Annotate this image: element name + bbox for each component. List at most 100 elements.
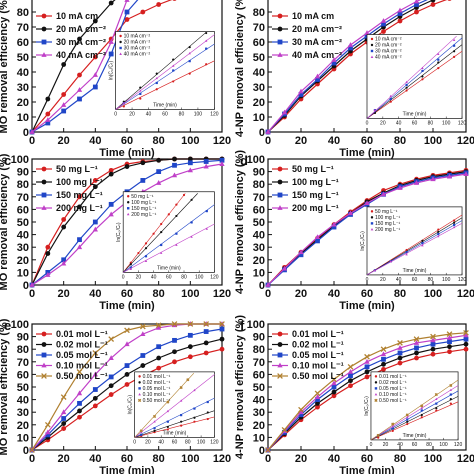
inset-legend-marker xyxy=(370,216,374,219)
inset-point xyxy=(405,251,408,254)
inset-fit-line xyxy=(366,214,463,276)
data-point xyxy=(140,353,146,358)
inset-point xyxy=(180,424,183,427)
inset-x-tick-label: 100 xyxy=(195,274,204,280)
inset-series-1 xyxy=(370,401,459,441)
data-point xyxy=(29,282,35,287)
data-point xyxy=(430,333,436,340)
legend-label: 0.01 mol L⁻¹ xyxy=(292,329,344,339)
data-point xyxy=(92,350,99,356)
y-tick-label: 70 xyxy=(17,357,29,369)
data-point xyxy=(187,344,193,350)
data-point xyxy=(380,191,387,197)
inset-point xyxy=(172,80,175,83)
legend: 10 mA cm 20 mA cm⁻² 30 mA cm⁻² 40 mA cm⁻² xyxy=(36,11,106,60)
legend-marker xyxy=(277,342,283,347)
inset-point xyxy=(435,402,438,405)
inset-fit-line xyxy=(366,35,457,119)
inset-point xyxy=(166,400,170,404)
inset-fit-line xyxy=(370,390,459,441)
legend-marker xyxy=(277,179,283,185)
x-tick-label: 100 xyxy=(181,453,199,465)
data-point xyxy=(203,159,209,164)
inset-legend-label: 200 mg L⁻¹ xyxy=(375,227,400,233)
x-tick-label: 60 xyxy=(361,288,373,300)
data-point xyxy=(298,249,304,255)
inset-legend-label: 0.05 mol L⁻¹ xyxy=(143,386,171,392)
y-tick-label: 70 xyxy=(253,357,265,369)
data-point xyxy=(61,102,67,107)
x-tick-label: 60 xyxy=(121,135,133,147)
y-tick-label: 40 xyxy=(17,230,29,242)
y-tick-label: 80 xyxy=(253,7,265,19)
inset-x-tick-label: 80 xyxy=(426,442,432,448)
x-tick-label: 80 xyxy=(394,288,406,300)
data-point xyxy=(108,39,114,44)
inset-legend-marker xyxy=(127,195,130,198)
data-point xyxy=(156,344,162,350)
inset-point xyxy=(139,97,142,100)
data-point xyxy=(108,336,115,342)
data-point xyxy=(45,432,51,438)
inset-point xyxy=(420,409,423,412)
data-point xyxy=(172,359,177,365)
data-point xyxy=(463,336,469,342)
inset-point xyxy=(172,58,175,61)
inset-legend-label: 150 mg L⁻¹ xyxy=(375,221,400,227)
data-point xyxy=(108,211,114,217)
data-point xyxy=(397,350,403,356)
data-point xyxy=(281,426,288,433)
inset-point xyxy=(437,235,440,238)
inset-x-tick-label: 0 xyxy=(366,277,369,283)
data-point xyxy=(187,321,194,327)
inset-point xyxy=(182,193,186,197)
data-point xyxy=(364,200,370,206)
inset-point xyxy=(206,411,209,414)
data-point xyxy=(124,327,130,334)
y-tick-label: 30 xyxy=(253,82,265,94)
inset-point xyxy=(420,413,423,417)
inset-point xyxy=(122,101,126,105)
inset-series-5 xyxy=(370,379,459,441)
y-tick-label: 30 xyxy=(17,242,29,254)
inset-point xyxy=(437,61,440,64)
inset: 0 20 40 60 80 100 120 Time (min) ln(C₀/Cₜ) 10 mA … xyxy=(109,31,219,118)
inset-legend-marker xyxy=(119,46,122,50)
x-axis-label: Time (min) xyxy=(339,300,395,312)
data-point xyxy=(315,404,320,410)
y-tick-label: 20 xyxy=(17,97,29,109)
inset-x-tick-label: 0 xyxy=(366,121,369,127)
inset-legend-marker xyxy=(119,34,122,38)
legend-label: 0.05 mol L⁻¹ xyxy=(292,350,344,360)
inset-point xyxy=(389,100,392,103)
y-axis-label: 4-NP removal efficiency (%) xyxy=(234,0,246,137)
data-point xyxy=(397,340,403,346)
inset-point xyxy=(180,414,183,417)
legend-marker xyxy=(277,352,283,358)
inset-point xyxy=(188,72,191,75)
y-tick-label: 20 xyxy=(253,255,265,267)
data-point xyxy=(124,17,130,22)
y-tick-label: 70 xyxy=(253,192,265,204)
inset-legend-label: 0.02 mol L⁻¹ xyxy=(143,380,171,386)
inset-fit-line xyxy=(134,397,215,438)
inset-legend-marker xyxy=(370,37,374,41)
x-tick-label: 60 xyxy=(121,453,133,465)
data-point xyxy=(76,369,83,375)
data-point xyxy=(430,351,436,357)
legend-marker xyxy=(277,205,283,210)
y-tick-label: 80 xyxy=(17,179,29,191)
data-point xyxy=(92,226,98,232)
inset-point xyxy=(205,31,208,35)
y-tick-label: 0 xyxy=(23,445,29,457)
data-point xyxy=(315,400,320,406)
inset-point xyxy=(179,386,183,390)
inset-legend-marker xyxy=(127,201,130,204)
inset-point xyxy=(406,418,409,421)
inset-point xyxy=(155,81,158,85)
data-point xyxy=(446,331,453,337)
inset-point xyxy=(391,429,394,432)
